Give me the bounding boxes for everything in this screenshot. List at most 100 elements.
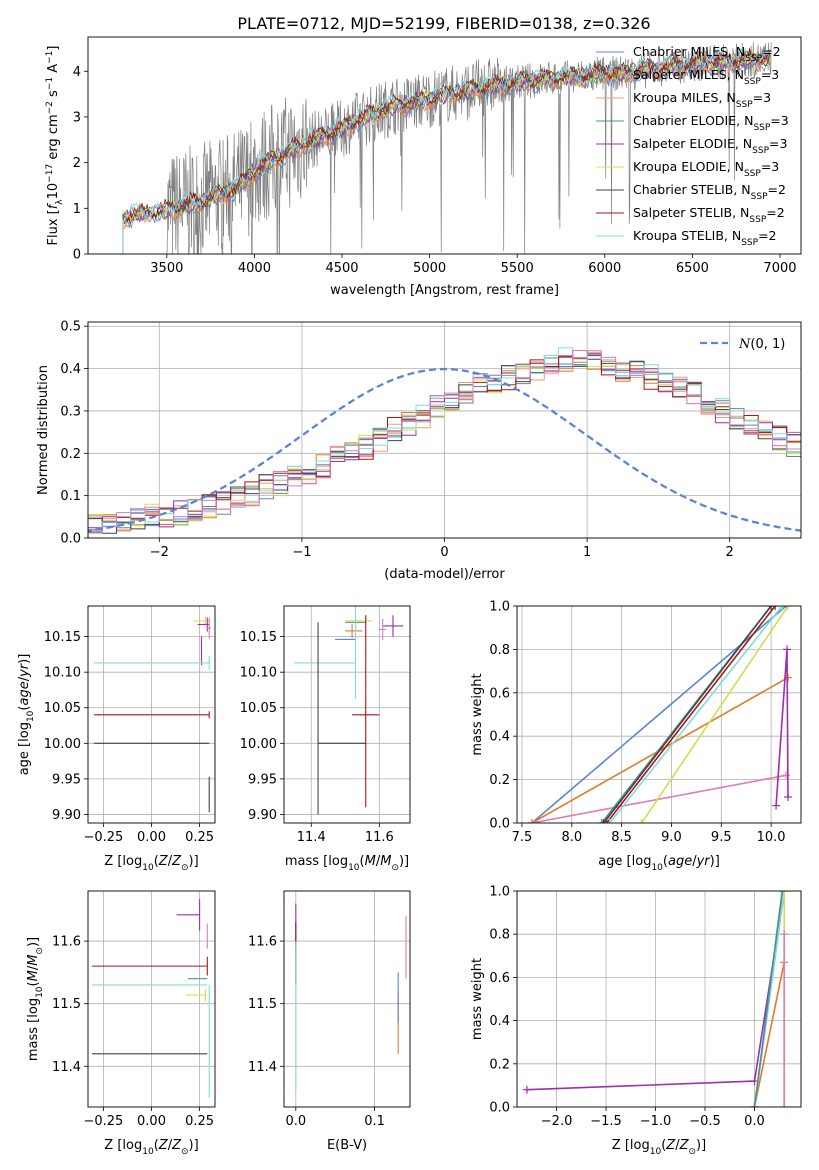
legend-text: =2 bbox=[768, 182, 786, 197]
y-tick-label: 0.2 bbox=[489, 773, 510, 788]
x-axis-label: (data-model)/error bbox=[384, 567, 505, 582]
label-part: )] bbox=[189, 854, 199, 869]
y-tick-label: 10.15 bbox=[44, 630, 81, 645]
y-tick-label: 1 bbox=[73, 202, 81, 217]
residual-histogram bbox=[88, 352, 801, 536]
legend-sub: SSP bbox=[752, 146, 769, 156]
x-tick-label: 7000 bbox=[763, 261, 796, 276]
label-part: Z bbox=[171, 854, 182, 869]
label-part: Z bbox=[665, 1138, 676, 1153]
legend-text: =2 bbox=[766, 205, 784, 220]
y-tick-label: 0.0 bbox=[489, 817, 510, 832]
y-axis-label: mass [log10(M/M⊙)] bbox=[26, 937, 45, 1061]
label-part: Z bbox=[171, 1138, 182, 1153]
y-tick-label: 9.90 bbox=[248, 808, 277, 823]
x-tick-label: 6500 bbox=[676, 261, 709, 276]
x-axis-label: E(B-V) bbox=[327, 1138, 367, 1153]
x-tick-label: 4500 bbox=[325, 261, 358, 276]
y-tick-label: 10.05 bbox=[44, 701, 81, 716]
y-axis-label: mass weight bbox=[470, 958, 485, 1040]
legend-text: =2 bbox=[758, 228, 776, 243]
label-part: age [ bbox=[598, 854, 631, 869]
label-part: )] bbox=[696, 1138, 706, 1153]
legend-text: N bbox=[738, 337, 751, 352]
legend-sub: SSP bbox=[744, 169, 761, 179]
plot-area-mass_vs_EBV bbox=[284, 891, 410, 1107]
label-part: 10 bbox=[651, 863, 663, 873]
legend-sub: SSP bbox=[744, 77, 761, 87]
label-part: / bbox=[376, 854, 381, 869]
label-part: ( bbox=[360, 854, 365, 869]
y-tick-label: 0.3 bbox=[60, 404, 81, 419]
legend-entry: Chabrier ELODIE, NSSP=3 bbox=[633, 113, 789, 133]
x-tick-label: 7.5 bbox=[512, 830, 533, 845]
x-tick-label: −1.5 bbox=[590, 1114, 622, 1129]
label-part: Z bbox=[679, 1138, 690, 1153]
legend-entry: Salpeter STELIB, NSSP=2 bbox=[633, 205, 785, 225]
x-tick-label: 6000 bbox=[588, 261, 621, 276]
legend-sub: SSP bbox=[751, 192, 768, 202]
x-tick-label: 11.4 bbox=[297, 830, 326, 845]
label-part: M bbox=[26, 970, 41, 981]
legend-entry: Kroupa ELODIE, NSSP=3 bbox=[633, 159, 779, 179]
y-tick-label: 0.4 bbox=[489, 1014, 510, 1029]
y-axis-label: mass weight bbox=[470, 673, 485, 755]
label-part: erg cm bbox=[46, 114, 61, 163]
x-tick-label: 3500 bbox=[150, 261, 183, 276]
label-part: )] bbox=[189, 1138, 199, 1153]
x-tick-label: 9.5 bbox=[711, 830, 732, 845]
x-tick-label: 0.0 bbox=[285, 1114, 306, 1129]
label-part: λ bbox=[55, 199, 65, 205]
legend-text: =3 bbox=[761, 67, 779, 82]
legend-text: (0, 1) bbox=[750, 337, 785, 352]
label-part: ( bbox=[661, 1138, 666, 1153]
residual-histogram bbox=[88, 355, 801, 536]
residual-histogram bbox=[88, 347, 801, 536]
label-part: Z bbox=[158, 1138, 169, 1153]
y-tick-label: 0.0 bbox=[60, 532, 81, 547]
residual-histogram bbox=[88, 353, 801, 533]
label-part: / bbox=[17, 676, 32, 681]
weight-line bbox=[531, 774, 787, 823]
x-tick-label: 0 bbox=[440, 545, 448, 560]
y-tick-label: 10.15 bbox=[240, 630, 277, 645]
residual-histogram bbox=[88, 355, 801, 532]
x-tick-label: 10.0 bbox=[757, 830, 786, 845]
y-tick-label: 10.10 bbox=[44, 666, 81, 681]
weight-line bbox=[753, 891, 783, 1107]
y-tick-label: 0.2 bbox=[60, 447, 81, 462]
legend-text: =3 bbox=[770, 113, 788, 128]
label-part: age [ bbox=[17, 742, 32, 775]
label-part: ( bbox=[26, 981, 41, 986]
x-tick-label: 8.0 bbox=[561, 830, 582, 845]
panel-mass_vs_EBV: 0.0 0.1 11.4 11.5 11.6 E(B-V) bbox=[248, 890, 411, 1153]
label-part: −17 bbox=[45, 164, 55, 183]
y-tick-label: 10.10 bbox=[240, 666, 277, 681]
plot-area-mass_weight_vs_Z bbox=[517, 891, 801, 1107]
label-part: age bbox=[668, 854, 692, 869]
legend-entry: Salpeter ELODIE, NSSP=3 bbox=[633, 136, 787, 156]
label-part: 10 bbox=[650, 1147, 662, 1157]
legend-entry: Salpeter MILES, NSSP=3 bbox=[633, 67, 779, 87]
panel-age_vs_mass: 11.4 11.6 9.90 9.95 10.00 10.05 10.10 10.15 mass… bbox=[240, 605, 411, 873]
weight-line bbox=[531, 606, 787, 823]
y-tick-label: 0.2 bbox=[489, 1057, 510, 1072]
label-part: / bbox=[168, 1138, 173, 1153]
y-tick-label: 11.6 bbox=[248, 935, 277, 950]
y-tick-label: 0.1 bbox=[60, 489, 81, 504]
axes-frame bbox=[283, 890, 411, 1108]
label-part: 10 bbox=[142, 863, 154, 873]
legend-entry: N(0, 1) bbox=[738, 337, 785, 352]
x-axis-label: Z [log10(Z/Z⊙)] bbox=[104, 854, 198, 873]
label-part: ] bbox=[46, 46, 61, 51]
normal-curve bbox=[88, 367, 801, 532]
label-part: M bbox=[26, 955, 41, 966]
x-tick-label: 5000 bbox=[413, 261, 446, 276]
x-tick-label: 0.00 bbox=[137, 1114, 166, 1129]
y-tick-label: 11.5 bbox=[52, 997, 81, 1012]
residual-histogram bbox=[88, 350, 801, 531]
x-axis-label: wavelength [Angstrom, rest frame] bbox=[330, 283, 559, 298]
y-tick-label: 3 bbox=[73, 110, 81, 125]
